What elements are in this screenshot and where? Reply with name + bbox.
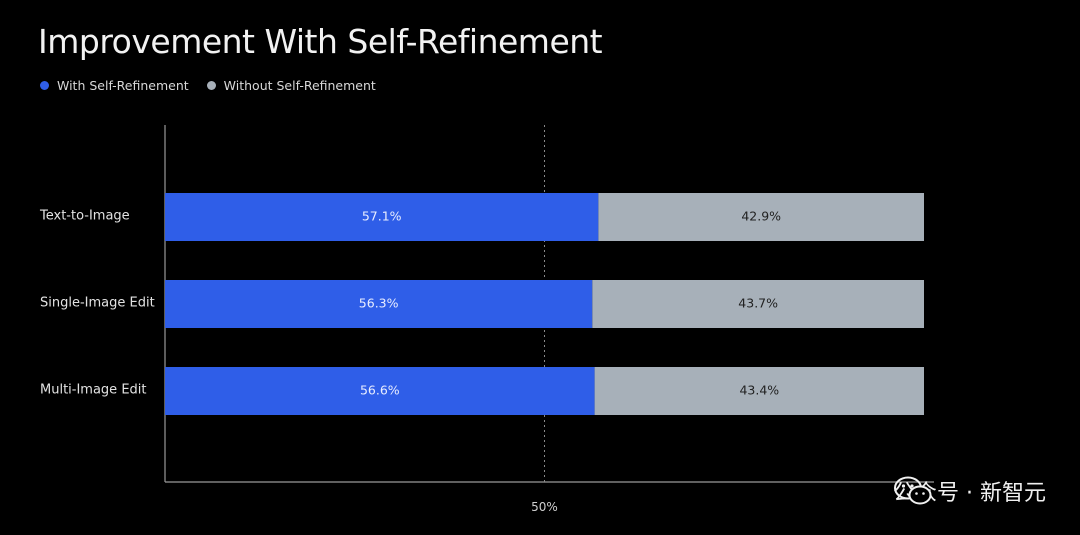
legend-label-without: Without Self-Refinement	[223, 78, 376, 93]
legend: With Self-Refinement Without Self-Refine…	[40, 78, 376, 93]
bar-value-label: 57.1%	[362, 209, 402, 224]
legend-item-without: Without Self-Refinement	[206, 78, 376, 93]
category-label: Single-Image Edit	[40, 296, 155, 311]
bar-value-label: 43.4%	[739, 383, 779, 398]
bar-value-label: 56.3%	[359, 296, 399, 311]
bar-without-refinement	[598, 193, 924, 241]
bar-value-label: 42.9%	[741, 209, 781, 224]
bar-without-refinement	[592, 280, 924, 328]
legend-item-with: With Self-Refinement	[40, 78, 189, 93]
reference-line-label: 50%	[531, 500, 558, 514]
category-label: Multi-Image Edit	[40, 383, 147, 398]
bar-without-refinement	[594, 367, 924, 415]
chart-title: Improvement With Self-Refinement	[38, 22, 603, 61]
bar-value-label: 43.7%	[738, 296, 778, 311]
bar-with-refinement	[165, 280, 593, 328]
bar-value-label: 56.6%	[360, 383, 400, 398]
legend-label-with: With Self-Refinement	[57, 78, 189, 93]
wechat-icon	[894, 476, 932, 505]
category-label: Text-to-Image	[39, 209, 130, 224]
watermark: 公众号 · 新智元	[893, 475, 1046, 507]
bar-with-refinement	[165, 193, 599, 241]
bar-with-refinement	[165, 367, 595, 415]
legend-swatch-without	[206, 81, 216, 90]
legend-swatch-with	[40, 81, 49, 90]
